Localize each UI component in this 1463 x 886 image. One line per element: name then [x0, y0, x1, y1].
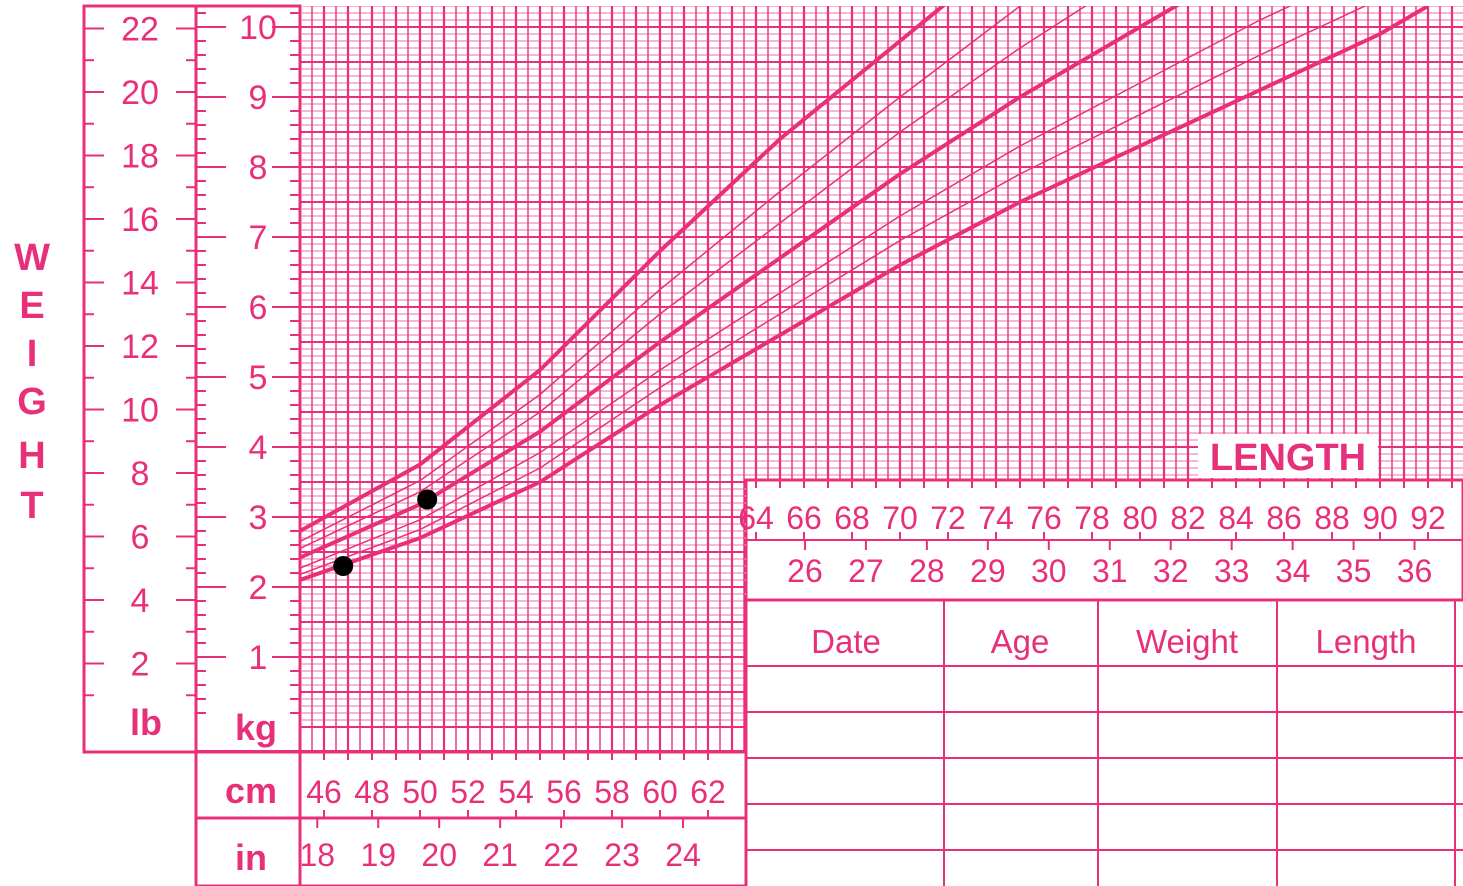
table-header-age: Age	[991, 623, 1050, 660]
kg-tick-label: 10	[239, 9, 277, 47]
table-header-length: Length	[1316, 623, 1417, 660]
in-tick-label: 34	[1275, 553, 1311, 589]
cm-tick-label: 50	[402, 774, 438, 810]
cm-tick-label: 90	[1362, 500, 1398, 536]
lb-unit-label: lb	[130, 702, 162, 743]
lb-scale-box	[82, 4, 198, 754]
lb-tick-label: 22	[121, 10, 159, 48]
percentile-curves	[300, 6, 1430, 582]
cm-tick-label: 78	[1074, 500, 1110, 536]
cm-tick-label: 74	[978, 500, 1014, 536]
in-tick-label: 21	[482, 837, 518, 873]
percentile-curve	[300, 6, 1429, 543]
cm-tick-label: 56	[546, 774, 582, 810]
length-title-bg	[1198, 434, 1378, 478]
table-header-weight: Weight	[1136, 623, 1238, 660]
in-unit-label: in	[235, 837, 267, 878]
cm-tick-label: 70	[882, 500, 918, 536]
measurement-table	[744, 599, 1463, 886]
cm-tick-label: 80	[1122, 500, 1158, 536]
in-tick-label: 29	[970, 553, 1006, 589]
lb-tick-label: 20	[121, 74, 159, 112]
table-header-date: Date	[811, 623, 881, 660]
cm-tick-label: 86	[1266, 500, 1302, 536]
lb-tick-label: 2	[131, 645, 150, 683]
percentile-curve	[300, 6, 1429, 576]
weight-title-letter: G	[17, 381, 47, 423]
cm-tick-label: 72	[930, 500, 966, 536]
in-tick-label: 32	[1153, 553, 1189, 589]
length-axis-title: LENGTH	[1210, 437, 1366, 479]
cm-unit-label: cm	[225, 770, 277, 811]
in-tick-label: 33	[1214, 553, 1250, 589]
lb-tick-label: 4	[131, 582, 150, 620]
cm-tick-label: 60	[642, 774, 678, 810]
kg-tick-label: 4	[249, 429, 268, 467]
cm-tick-label: 68	[834, 500, 870, 536]
cm-tick-label: 84	[1218, 500, 1254, 536]
kg-tick-label: 9	[249, 79, 268, 117]
cm-tick-label: 64	[738, 500, 774, 536]
cm-tick-label: 82	[1170, 500, 1206, 536]
kg-tick-label: 6	[249, 289, 268, 327]
lb-tick-label: 16	[121, 201, 159, 239]
cm-tick-label: 58	[594, 774, 630, 810]
in-tick-label: 31	[1092, 553, 1128, 589]
in-tick-label: 24	[665, 837, 701, 873]
in-tick-label: 19	[360, 837, 396, 873]
percentile-curve	[300, 6, 1429, 550]
cm-tick-label: 54	[498, 774, 534, 810]
cm-tick-label: 62	[690, 774, 726, 810]
weight-title-letter: I	[27, 333, 38, 375]
in-tick-label: 22	[543, 837, 579, 873]
cm-tick-label: 88	[1314, 500, 1350, 536]
lb-tick-label: 14	[121, 264, 159, 302]
in-tick-label: 27	[848, 553, 884, 589]
in-tick-label: 23	[604, 837, 640, 873]
percentile-curve	[300, 6, 1430, 560]
kg-tick-label: 8	[249, 149, 268, 187]
percentile-curve	[300, 6, 1430, 582]
cm-tick-label: 66	[786, 500, 822, 536]
kg-tick-label: 2	[249, 569, 268, 607]
in-tick-label: 28	[909, 553, 945, 589]
lb-tick-label: 6	[131, 518, 150, 556]
plotted-point	[417, 489, 438, 510]
chart-grid	[300, 6, 1463, 752]
in-tick-label: 30	[1031, 553, 1067, 589]
weight-title-letter: T	[20, 485, 43, 527]
in-tick-label: 20	[421, 837, 457, 873]
cm-tick-label: 52	[450, 774, 486, 810]
lb-tick-label: 12	[121, 328, 159, 366]
percentile-curve	[300, 6, 1429, 569]
in-tick-label: 36	[1397, 553, 1433, 589]
plotted-points	[333, 489, 438, 576]
kg-tick-label: 3	[249, 499, 268, 537]
kg-tick-label: 1	[249, 639, 268, 677]
in-tick-label: 35	[1336, 553, 1372, 589]
weight-title-letter: H	[18, 435, 45, 477]
weight-title-letter: W	[14, 237, 50, 279]
weight-title-letter: E	[19, 285, 44, 327]
cm-tick-label: 48	[354, 774, 390, 810]
cm-tick-label: 76	[1026, 500, 1062, 536]
in-tick-label: 26	[787, 553, 823, 589]
kg-unit-label: kg	[235, 707, 277, 748]
kg-tick-label: 5	[249, 359, 268, 397]
kg-tick-label: 7	[249, 219, 268, 257]
lb-tick-label: 18	[121, 137, 159, 175]
in-tick-label: 18	[299, 837, 335, 873]
weight-axis-title: W E I G H T	[14, 237, 50, 527]
cm-tick-label: 46	[306, 774, 342, 810]
plotted-point	[333, 556, 354, 576]
lb-tick-label: 10	[121, 391, 159, 429]
percentile-curve	[300, 6, 1430, 533]
lb-tick-label: 8	[131, 455, 150, 493]
cm-tick-label: 92	[1410, 500, 1446, 536]
